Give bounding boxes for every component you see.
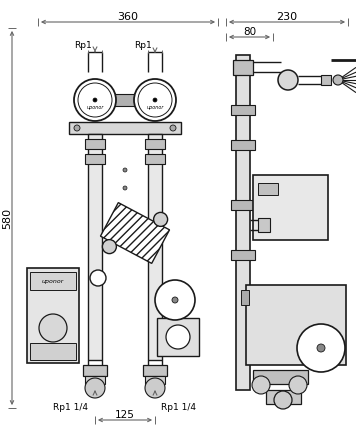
Text: Rp1 1/4: Rp1 1/4 [53,404,88,413]
Circle shape [123,168,127,172]
Circle shape [274,391,292,409]
Circle shape [153,98,157,102]
Text: Rp1: Rp1 [74,40,92,49]
Circle shape [74,125,80,131]
Bar [83,365,107,376]
Circle shape [289,376,307,394]
Bar [157,318,199,356]
Circle shape [278,70,298,90]
Text: 360: 360 [117,12,138,22]
Circle shape [172,297,178,303]
Circle shape [134,79,176,121]
Bar [236,55,250,390]
Bar [233,60,253,75]
Text: uponor: uponor [146,106,164,111]
Circle shape [333,75,343,85]
Circle shape [90,270,106,286]
Text: Rp1: Rp1 [134,40,152,49]
Bar [114,94,136,106]
Circle shape [78,83,112,117]
Bar [231,140,255,150]
Bar [148,134,162,360]
Text: uponor: uponor [42,278,64,284]
Bar [85,376,105,384]
Circle shape [145,378,165,398]
Bar [241,290,249,305]
Text: uponor: uponor [86,106,104,111]
Text: /: / [170,305,172,311]
Bar [145,376,165,384]
Bar [231,200,255,210]
Bar [30,343,76,360]
Bar [143,365,167,376]
Bar [85,139,105,149]
Bar [258,218,270,232]
Circle shape [93,98,97,102]
Bar [88,134,102,360]
Text: 580: 580 [2,208,12,229]
Circle shape [39,314,67,342]
Bar [321,75,331,85]
Bar [69,122,181,134]
Circle shape [138,83,172,117]
Circle shape [123,186,127,190]
Text: Rp1 1/4: Rp1 1/4 [161,404,196,413]
Bar [145,139,165,149]
Circle shape [166,325,190,349]
Bar [253,175,328,240]
Circle shape [153,212,168,227]
Bar [231,250,255,260]
Circle shape [297,324,345,372]
Bar [85,154,105,164]
Text: 125: 125 [115,410,135,420]
Bar [258,183,278,195]
Circle shape [170,125,176,131]
Circle shape [155,280,195,320]
Circle shape [74,79,116,121]
Text: 230: 230 [277,12,298,22]
Bar [266,390,301,404]
Circle shape [252,376,270,394]
Bar [100,202,169,263]
Circle shape [85,378,105,398]
Bar [30,272,76,290]
Text: 80: 80 [243,27,256,37]
Bar [246,285,346,365]
Bar [145,154,165,164]
Bar [27,268,79,363]
Bar [231,105,255,115]
Circle shape [103,240,116,254]
Bar [253,370,308,384]
Circle shape [317,344,325,352]
